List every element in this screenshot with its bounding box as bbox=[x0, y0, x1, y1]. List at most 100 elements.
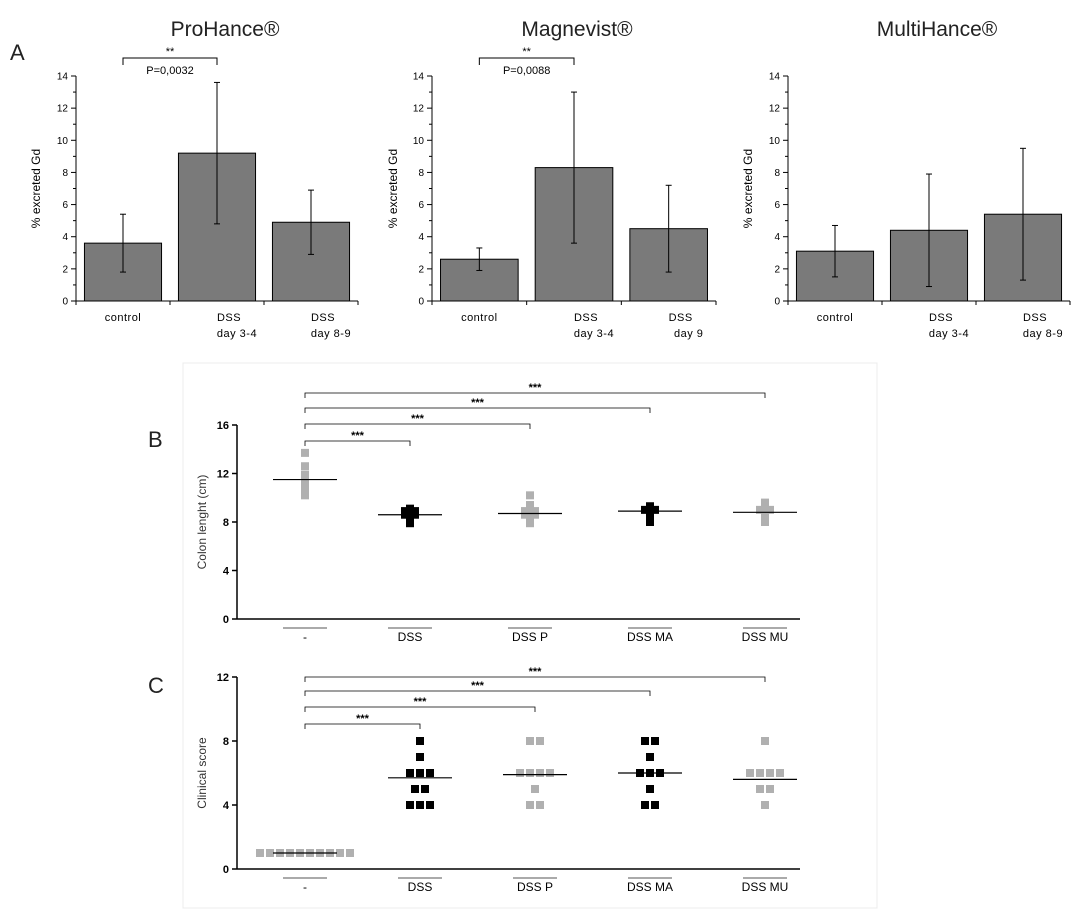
data-point bbox=[756, 769, 764, 777]
y-tick-label: 12 bbox=[217, 672, 229, 684]
data-point bbox=[406, 508, 414, 517]
significance-stars: *** bbox=[529, 382, 543, 394]
data-point bbox=[766, 785, 774, 793]
data-point bbox=[406, 769, 414, 777]
y-tick-label: 8 bbox=[223, 517, 229, 529]
bar-chart-1: ProHance® 0 2 4 6 8 10 12 14 % excreted Gd control… bbox=[29, 18, 359, 340]
data-point bbox=[346, 849, 354, 857]
dot-plot-1: 0 4 8 12 16 Colon lenght (cm) - DSS DSS P DSS MA D… bbox=[195, 382, 800, 644]
category-label: DSS P bbox=[517, 880, 553, 894]
significance-stars: *** bbox=[351, 430, 365, 442]
significance-bracket bbox=[304, 690, 651, 696]
data-point bbox=[641, 737, 649, 745]
chart-title: Magnevist® bbox=[521, 18, 633, 41]
data-point bbox=[761, 503, 769, 512]
panel-label-a: A bbox=[10, 40, 25, 65]
data-point bbox=[526, 769, 534, 777]
data-point bbox=[531, 785, 539, 793]
data-point bbox=[646, 753, 654, 761]
significance-stars: *** bbox=[356, 713, 370, 725]
category-label: DSS bbox=[398, 630, 423, 644]
y-tick-label: 6 bbox=[774, 200, 780, 211]
data-point bbox=[411, 785, 419, 793]
data-point bbox=[416, 769, 424, 777]
p-value-label: P=0,0088 bbox=[503, 65, 550, 77]
y-tick-label: 4 bbox=[223, 800, 230, 812]
category-label: day 8-9 bbox=[311, 328, 351, 340]
data-point bbox=[336, 849, 344, 857]
significance-bracket bbox=[304, 423, 531, 429]
data-point bbox=[761, 515, 769, 524]
significance-stars: *** bbox=[529, 666, 543, 678]
data-point bbox=[776, 769, 784, 777]
data-point bbox=[516, 769, 524, 777]
data-point bbox=[406, 801, 414, 809]
data-point bbox=[766, 505, 774, 514]
category-label: DSS bbox=[1023, 312, 1047, 324]
y-tick-label: 0 bbox=[62, 297, 68, 308]
y-tick-label: 16 bbox=[217, 420, 229, 432]
data-point bbox=[766, 769, 774, 777]
data-point bbox=[426, 801, 434, 809]
y-tick-label: 8 bbox=[774, 168, 780, 179]
data-point bbox=[406, 518, 414, 526]
data-point bbox=[421, 785, 429, 793]
y-tick-label: 2 bbox=[418, 264, 424, 275]
data-point bbox=[426, 769, 434, 777]
data-point bbox=[646, 504, 654, 513]
data-point bbox=[536, 801, 544, 809]
data-point bbox=[526, 501, 534, 510]
data-point bbox=[756, 785, 764, 793]
category-label: day 9 bbox=[674, 328, 703, 340]
y-tick-label: 12 bbox=[413, 104, 425, 115]
significance-bracket bbox=[304, 723, 421, 729]
chart-title: ProHance® bbox=[171, 18, 280, 41]
data-point bbox=[761, 510, 769, 519]
significance-bracket bbox=[304, 706, 536, 712]
y-tick-label: 8 bbox=[62, 168, 68, 179]
significance-bracket bbox=[478, 57, 575, 65]
data-point bbox=[641, 801, 649, 809]
category-label: DSS bbox=[311, 312, 335, 324]
data-point bbox=[646, 518, 654, 526]
category-label: DSS bbox=[217, 312, 241, 324]
data-point bbox=[301, 470, 309, 479]
data-point bbox=[546, 769, 554, 777]
category-label: control bbox=[817, 312, 854, 324]
y-tick-label: 8 bbox=[418, 168, 424, 179]
data-point bbox=[651, 505, 659, 514]
significance-stars: *** bbox=[411, 413, 425, 425]
y-tick-label: 2 bbox=[774, 264, 780, 275]
data-point bbox=[646, 511, 654, 520]
data-point bbox=[756, 505, 764, 514]
data-point bbox=[416, 801, 424, 809]
panel-label-b: B bbox=[148, 427, 163, 452]
category-label: - bbox=[303, 880, 307, 894]
data-point bbox=[301, 481, 309, 490]
category-label: DSS MU bbox=[742, 630, 789, 644]
y-tick-label: 6 bbox=[418, 200, 424, 211]
data-point bbox=[301, 448, 309, 457]
y-tick-label: 12 bbox=[217, 469, 229, 481]
data-point bbox=[301, 488, 309, 497]
y-tick-label: 6 bbox=[62, 200, 68, 211]
category-label: DSS MA bbox=[627, 880, 673, 894]
data-point bbox=[301, 462, 309, 471]
significance-stars: *** bbox=[471, 680, 485, 692]
data-point bbox=[646, 785, 654, 793]
data-point bbox=[761, 498, 769, 507]
data-point bbox=[266, 849, 274, 857]
y-tick-label: 14 bbox=[413, 72, 425, 83]
chart-title: MultiHance® bbox=[877, 18, 998, 41]
significance-bracket bbox=[122, 57, 218, 65]
category-label: day 3-4 bbox=[217, 328, 257, 340]
y-tick-label: 14 bbox=[57, 72, 69, 83]
p-value-label: P=0,0032 bbox=[146, 65, 193, 77]
data-point bbox=[416, 753, 424, 761]
data-point bbox=[761, 737, 769, 745]
y-tick-label: 8 bbox=[223, 736, 229, 748]
dot-plot-2: 0 4 8 12 Clinical score - DSS DSS P DSS MA DSS MU… bbox=[195, 666, 800, 894]
category-label: day 3-4 bbox=[929, 328, 969, 340]
significance-stars: ** bbox=[166, 46, 175, 58]
y-tick-label: 14 bbox=[769, 72, 781, 83]
